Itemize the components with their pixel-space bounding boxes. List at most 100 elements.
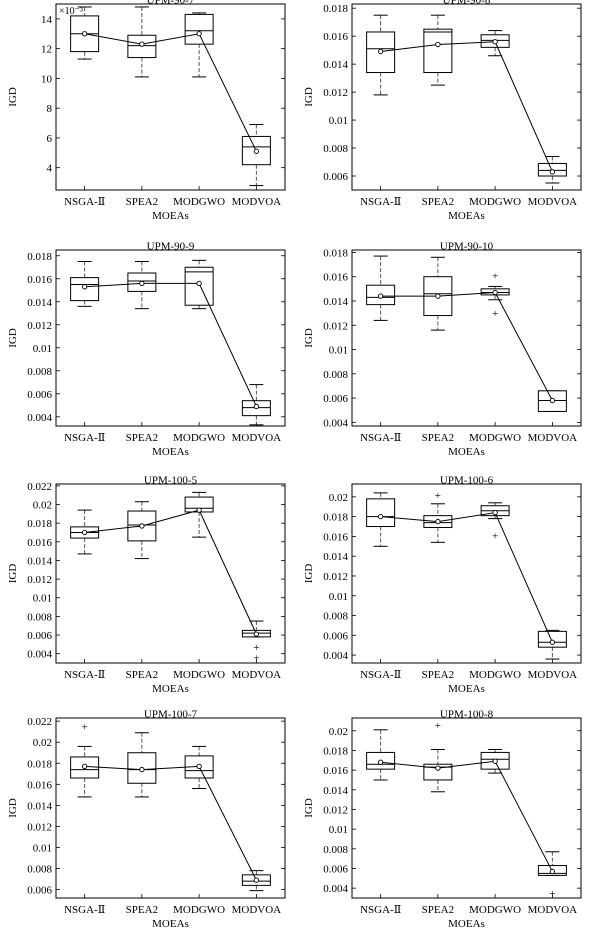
y-tick-label: 0.01 [33, 593, 52, 605]
outlier-marker: + [253, 652, 259, 664]
plot-frame [351, 249, 582, 427]
plot-frame [55, 3, 286, 191]
box-3: + [480, 502, 510, 542]
mean-point [435, 518, 441, 525]
x-axis-label: MOEAs [152, 683, 189, 695]
box-2: + [423, 720, 453, 793]
x-tick-label: MODVOA [232, 196, 282, 208]
chart-panel-7: UPM-100-7 0.006 0.008 0.01 0.012 0.014 0.016 0.… [7, 709, 286, 930]
y-tick-label: 0.008 [27, 611, 52, 623]
y-tick-label: 0.02 [33, 737, 52, 749]
y-tick-label: 0.018 [323, 3, 348, 15]
mean-point [139, 280, 145, 287]
y-tick-label: 0.012 [323, 571, 348, 583]
mean-line [380, 760, 553, 872]
y-tick-label: 0.01 [33, 343, 52, 355]
chart-title: UPM-90-7 [147, 0, 195, 7]
y-tick-label: 0.012 [27, 320, 52, 332]
y-tick-label: 0.01 [329, 824, 348, 836]
box-2 [127, 501, 157, 560]
y-tick-label: 0.004 [323, 650, 348, 662]
x-tick-label: MODGWO [173, 669, 225, 681]
mean-point [196, 31, 202, 37]
box-1 [366, 255, 396, 321]
chart-panel-2: UPM-90-8 0.006 0.008 0.01 0.012 0.014 0.016 0.0… [303, 0, 582, 222]
y-tick-label: 0.014 [323, 59, 348, 71]
y-tick-label: 0.016 [27, 779, 52, 791]
plot-frame [351, 483, 582, 664]
y-tick-label: 0.006 [323, 863, 348, 875]
mean-point [549, 868, 556, 875]
box-3: ++ [480, 270, 510, 320]
y-tick-label: 0.004 [27, 412, 52, 424]
chart-panel-5: UPM-100-5 0.004 0.006 0.008 0.01 0.012 0.014 0.… [7, 475, 286, 695]
y-tick-label: 0.02 [33, 500, 52, 512]
y-tick-label: 0.014 [27, 800, 52, 812]
x-tick-label: SPEA2 [126, 904, 158, 916]
y-tick-label: 0.008 [27, 366, 52, 378]
box-iqr [366, 31, 396, 74]
y-tick-label: 0.006 [27, 885, 52, 897]
x-tick-label: MODVOA [528, 432, 578, 444]
y-tick-label: 8 [47, 103, 53, 115]
plot-frame [55, 483, 286, 664]
y-tick-label: 10 [41, 73, 53, 85]
box-1 [366, 14, 396, 96]
y-tick-label: 0.016 [27, 274, 52, 286]
x-tick-label: MODVOA [528, 196, 578, 208]
y-tick-label: 0.014 [323, 296, 348, 308]
chart-title: UPM-90-9 [147, 241, 195, 253]
mean-point [139, 41, 145, 47]
y-tick-label: 0.01 [329, 115, 348, 127]
x-axis-label: MOEAs [448, 446, 485, 458]
x-tick-label: MODGWO [173, 904, 225, 916]
y-tick-label: 0.02 [329, 492, 348, 504]
y-axis-label: IGD [7, 328, 19, 348]
box-3 [184, 12, 214, 78]
box-1 [366, 729, 396, 781]
mean-line [84, 509, 257, 635]
y-tick-label: 0.006 [27, 630, 52, 642]
y-tick-label: 0.018 [27, 251, 52, 263]
y-tick-label: 0.01 [329, 345, 348, 357]
y-tick-label: 0.01 [329, 591, 348, 603]
mean-point [253, 631, 260, 637]
plot-frame [55, 717, 286, 899]
y-axis-label: IGD [303, 798, 315, 818]
y-tick-label: 0.016 [323, 272, 348, 284]
mean-point [492, 510, 498, 516]
mean-line [84, 765, 257, 881]
x-tick-label: NSGA-Ⅱ [64, 904, 105, 916]
x-axis-label: MOEAs [448, 918, 485, 930]
y-tick-label: 0.004 [323, 883, 348, 895]
y-tick-label: 0.018 [323, 512, 348, 524]
outlier-marker: + [549, 888, 555, 900]
y-tick-label: 0.014 [27, 555, 52, 567]
mean-point [377, 48, 384, 55]
outlier-marker: + [492, 530, 498, 542]
box-1 [70, 6, 100, 60]
x-tick-label: NSGA-Ⅱ [64, 196, 105, 208]
mean-point [492, 758, 498, 764]
y-axis-label: IGD [303, 564, 315, 584]
x-tick-label: NSGA-Ⅱ [360, 196, 401, 208]
y-tick-label: 0.012 [323, 320, 348, 332]
y-tick-label: 0.014 [323, 785, 348, 797]
outlier-marker: + [82, 721, 88, 733]
mean-point [196, 507, 202, 513]
mean-point [377, 759, 384, 765]
y-tick-label: 12 [41, 44, 52, 56]
box-4 [241, 124, 271, 187]
x-tick-label: NSGA-Ⅱ [360, 669, 401, 681]
y-tick-label: 0.018 [27, 518, 52, 530]
y-axis-label: IGD [7, 87, 19, 107]
x-axis-label: MOEAs [448, 210, 485, 222]
y-tick-label: 0.022 [27, 481, 52, 493]
chart-panel-3: UPM-90-9 0.004 0.006 0.008 0.01 0.012 0.014 0.0… [7, 241, 286, 458]
x-tick-label: SPEA2 [126, 669, 158, 681]
plot-frame [55, 249, 286, 427]
x-tick-label: NSGA-Ⅱ [64, 669, 105, 681]
x-tick-label: MODVOA [232, 669, 282, 681]
y-tick-label: 0.008 [323, 143, 348, 155]
chart-title: UPM-100-7 [144, 709, 198, 721]
